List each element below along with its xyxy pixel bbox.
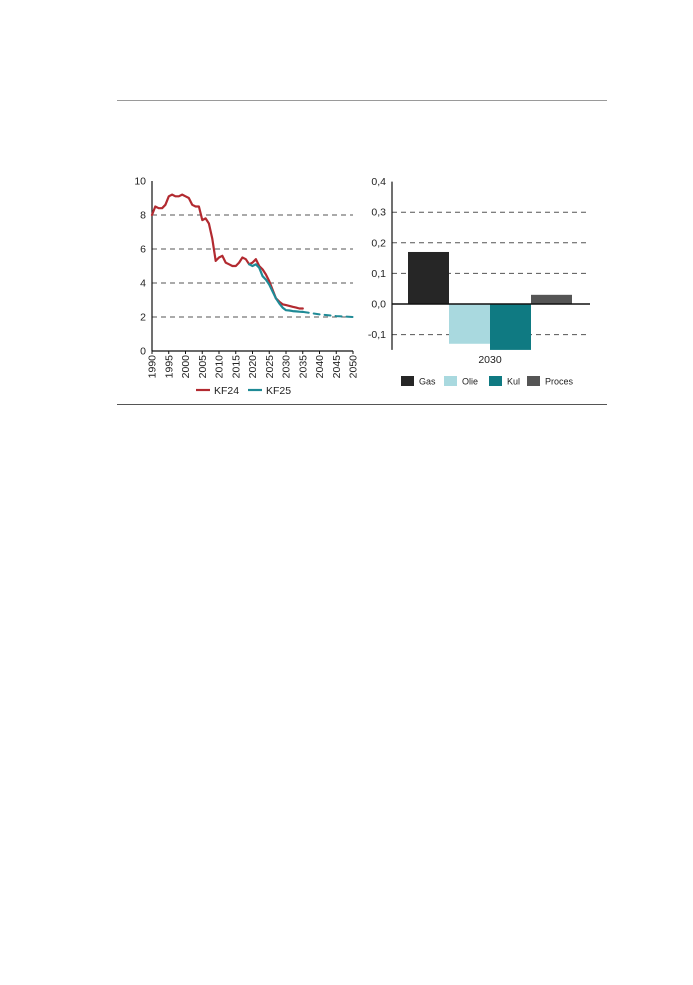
legend-label: Olie (462, 377, 478, 387)
legend-label: KF25 (266, 385, 291, 397)
y-tick-label: 0 (140, 346, 146, 358)
x-tick-label: 2000 (180, 355, 192, 379)
legend-swatch-kul (489, 376, 502, 386)
y-tick-label: 2 (140, 312, 146, 324)
legend-label: Kul (507, 377, 520, 387)
y-tick-label: 6 (140, 244, 146, 256)
x-tick-label: 2030 (281, 355, 293, 379)
x-tick-label: 2040 (314, 355, 326, 379)
legend-label: Gas (419, 377, 436, 387)
y-tick-label: 0,1 (371, 268, 386, 280)
x-tick-label: 1990 (147, 355, 159, 379)
y-tick-label: 0,3 (371, 207, 386, 219)
series-line-kf25-projection (301, 310, 354, 318)
y-tick-label: 0,2 (371, 237, 386, 249)
x-tick-label: 1995 (163, 355, 175, 379)
x-tick-label: 2020 (247, 355, 259, 379)
bar-gas (408, 251, 449, 304)
y-tick-label: 4 (140, 278, 146, 290)
x-tick-label: 2010 (214, 355, 226, 379)
x-tick-label: 2035 (297, 355, 309, 379)
legend-label: Proces (545, 377, 574, 387)
y-tick-label: -0,1 (368, 329, 386, 341)
x-tick-label: 2045 (331, 355, 343, 379)
top-divider (117, 100, 607, 101)
y-tick-label: 0,0 (371, 299, 386, 311)
y-tick-label: 0,4 (371, 176, 386, 188)
bar-proces (531, 294, 572, 304)
y-tick-label: 8 (140, 210, 146, 222)
bottom-divider (117, 404, 607, 405)
x-tick-label: 2050 (348, 355, 360, 379)
legend-swatch-proces (527, 376, 540, 386)
bar-olie (449, 304, 490, 344)
legend-swatch-olie (444, 376, 457, 386)
x-tick-label: 2015 (230, 355, 242, 379)
series-line-kf25 (248, 263, 304, 313)
legend-label: KF24 (214, 385, 239, 397)
legend-swatch-gas (401, 376, 414, 386)
x-tick-label: 2005 (197, 355, 209, 379)
bar-kul (490, 304, 531, 350)
x-category-label: 2030 (478, 354, 502, 366)
y-tick-label: 10 (134, 176, 146, 188)
x-tick-label: 2025 (264, 355, 276, 379)
